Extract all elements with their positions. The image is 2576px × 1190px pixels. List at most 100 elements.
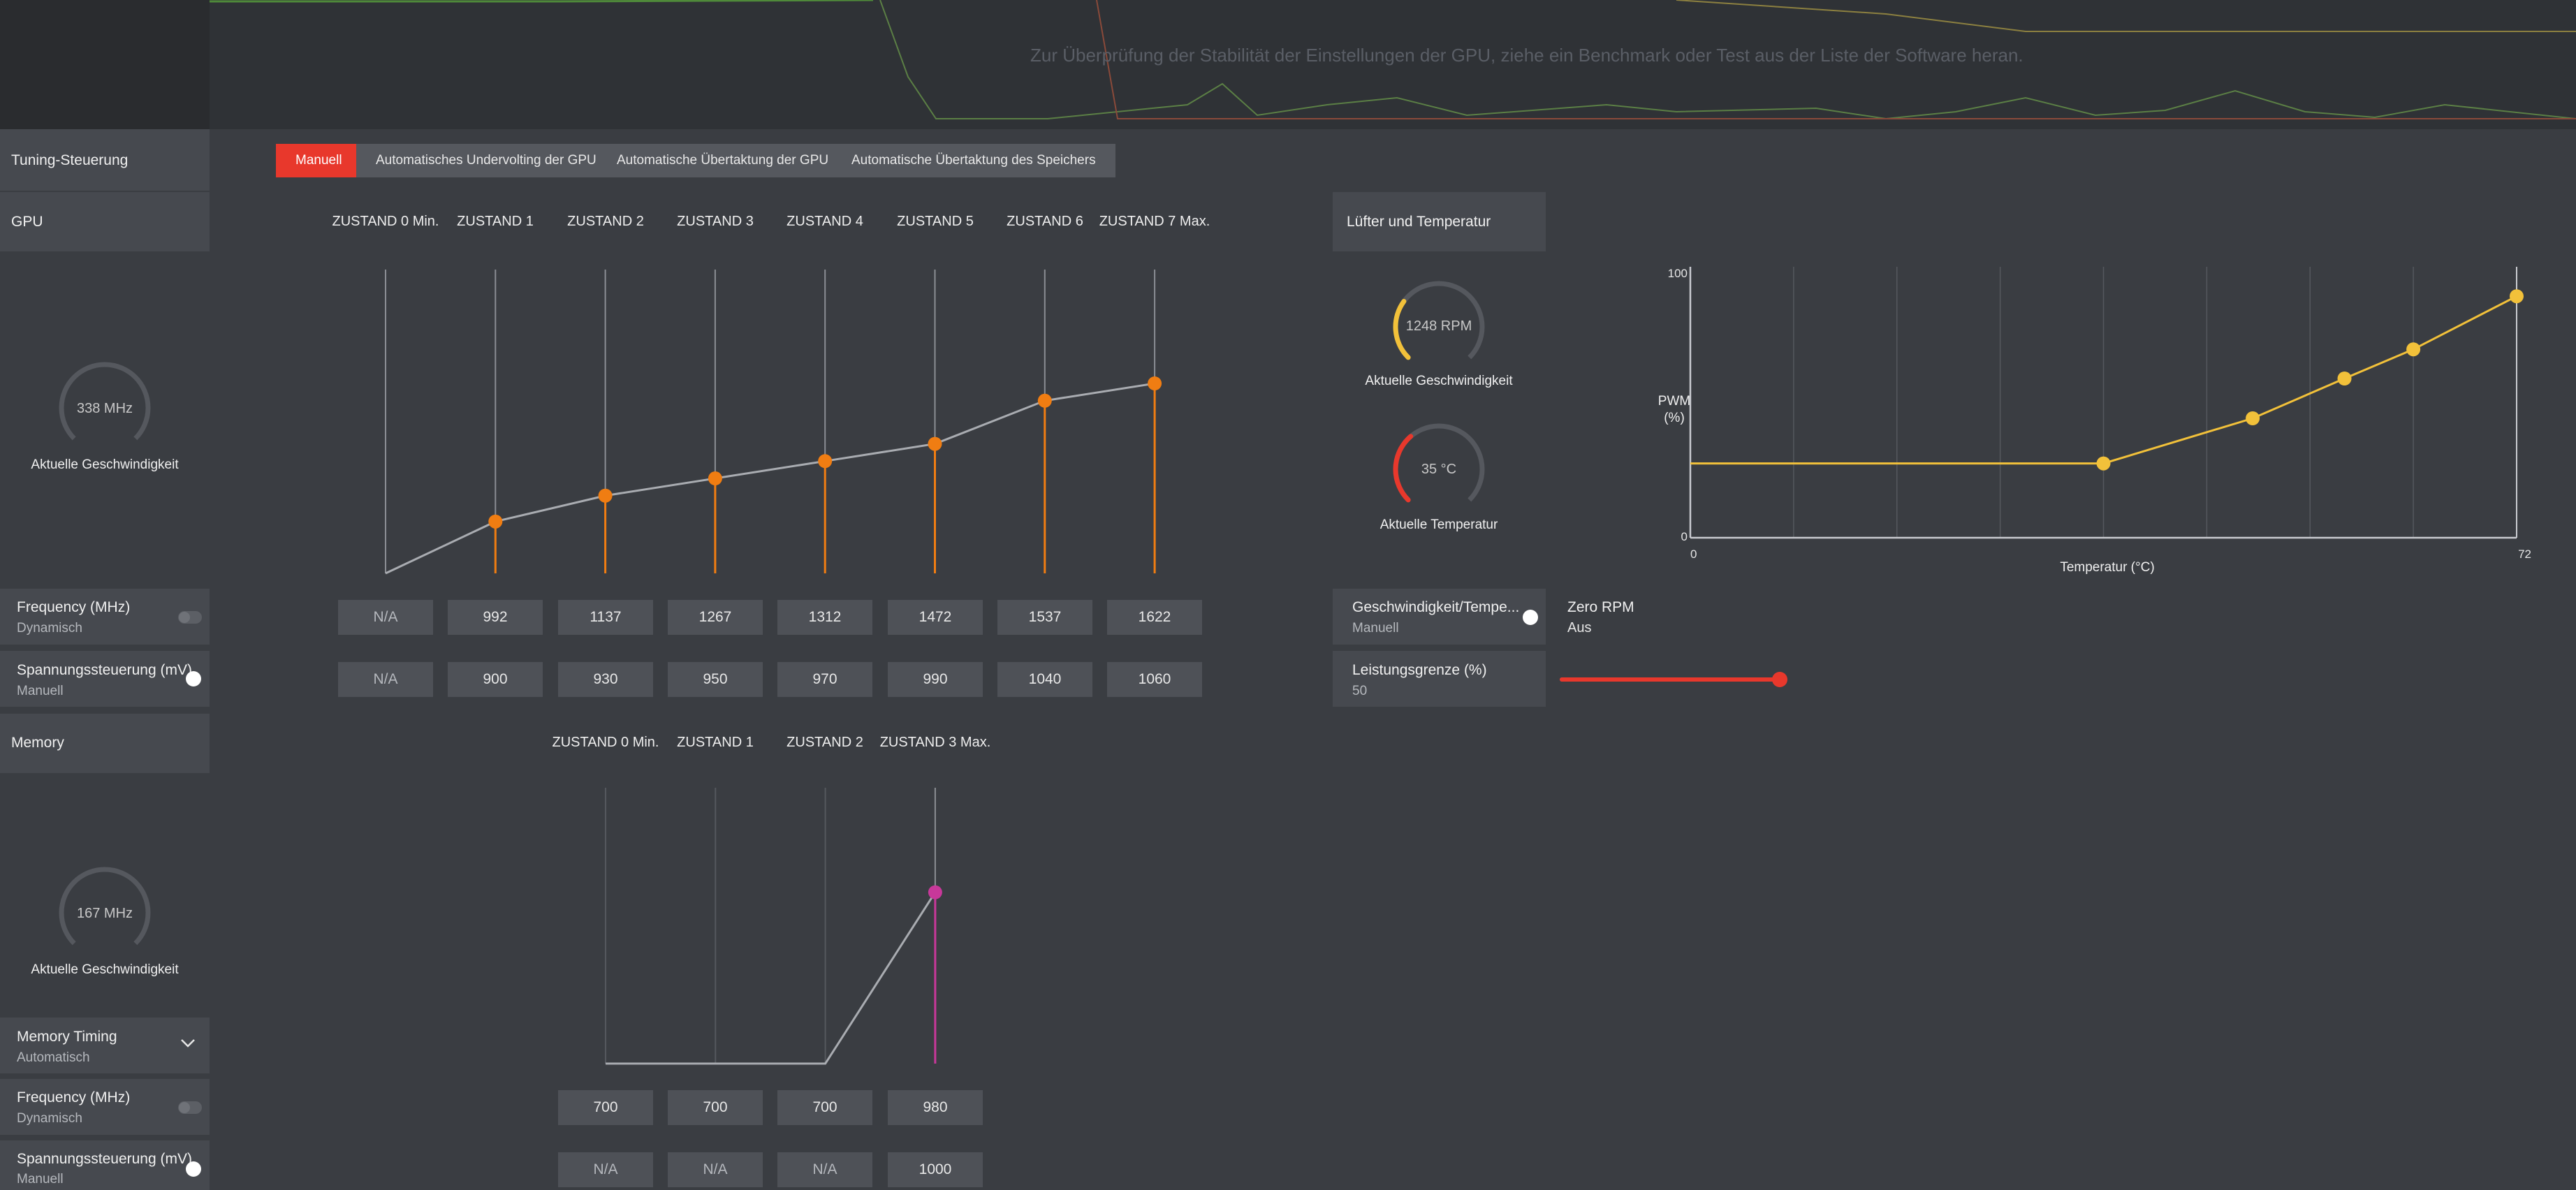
- fan-speed-gauge: [1393, 281, 1485, 373]
- fan-curve-line: [1690, 295, 2517, 465]
- memory-freq-state-0[interactable]: 700: [558, 1090, 653, 1125]
- gpu-state-0-header: ZUSTAND 0 Min.: [332, 214, 439, 229]
- memory-section-title: Memory: [11, 735, 64, 751]
- gpu-volt-state-2[interactable]: 930: [558, 662, 653, 697]
- gpu-freq-state-3[interactable]: 1267: [668, 600, 763, 635]
- tuning-label: Tuning-Steuerung: [11, 152, 129, 168]
- memory-speed-value: 167 MHz: [76, 906, 133, 921]
- memory-frequency-mode: Dynamisch: [17, 1111, 82, 1126]
- fan-chart-x-min: 0: [1690, 548, 1697, 561]
- memory-voltage-mode: Manuell: [17, 1172, 64, 1187]
- fan-curve-point-3: [2337, 372, 2352, 385]
- gpu-section-title: GPU: [11, 214, 43, 230]
- fan-chart-x-max: 72: [2518, 548, 2531, 561]
- fan-chart-y-min: 0: [1681, 530, 1688, 543]
- gpu-voltage-mode: Manuell: [17, 684, 64, 698]
- background-hint-text: Zur Überprüfung der Stabilität der Einst…: [1030, 45, 2024, 66]
- speed-temp-toggle[interactable]: [1523, 610, 1538, 625]
- temperature-gauge-fill: [1393, 423, 1485, 515]
- memory-voltage-toggle[interactable]: [186, 1161, 201, 1177]
- memory-volt-state-2[interactable]: N/A: [777, 1152, 872, 1187]
- fan-speed-caption: Aktuelle Geschwindigkeit: [1365, 374, 1513, 388]
- gpu-volt-state-3[interactable]: 950: [668, 662, 763, 697]
- gpu-state-3-header: ZUSTAND 3: [677, 214, 754, 229]
- memory-frequency-toggle[interactable]: [178, 1101, 202, 1114]
- temperature-caption: Aktuelle Temperatur: [1380, 517, 1498, 532]
- gpu-volt-state-1[interactable]: 900: [448, 662, 543, 697]
- power-limit-handle[interactable]: [1772, 672, 1787, 687]
- zero-rpm-value[interactable]: Aus: [1567, 620, 1592, 636]
- gpu-volt-state-5[interactable]: 990: [888, 662, 983, 697]
- gpu-freq-state-2[interactable]: 1137: [558, 600, 653, 635]
- zero-rpm-label: Zero RPM: [1567, 599, 1634, 615]
- memory-speed-gauge: [59, 867, 151, 959]
- tab-manual[interactable]: Manuell: [276, 144, 363, 177]
- memory-timing-band: [0, 1018, 210, 1073]
- gpu-state-1-header: ZUSTAND 1: [457, 214, 534, 229]
- memory-voltage-band: [0, 1140, 210, 1190]
- gpu-curve-point-1: [488, 514, 503, 529]
- gpu-volt-state-6[interactable]: 1040: [997, 662, 1092, 697]
- speed-temp-band: [1333, 589, 1546, 645]
- chevron-down-icon[interactable]: [180, 1038, 196, 1048]
- background-monitor-graph: [0, 0, 2576, 129]
- memory-volt-state-3[interactable]: 1000: [888, 1152, 983, 1187]
- fan-speed-value: 1248 RPM: [1405, 318, 1472, 334]
- memory-volt-state-1[interactable]: N/A: [668, 1152, 763, 1187]
- gpu-volt-state-0: N/A: [338, 662, 433, 697]
- memory-freq-state-3[interactable]: 980: [888, 1090, 983, 1125]
- gpu-volt-state-7[interactable]: 1060: [1107, 662, 1202, 697]
- gpu-frequency-mode: Dynamisch: [17, 621, 82, 636]
- gpu-state-4-header: ZUSTAND 4: [786, 214, 863, 229]
- gpu-state-2-header: ZUSTAND 2: [567, 214, 644, 229]
- memory-frequency-band: [0, 1079, 210, 1135]
- gpu-voltage-label: Spannungssteuerung (mV): [17, 662, 192, 678]
- tab-auto-undervolt[interactable]: Automatisches Undervolting der GPU: [356, 144, 617, 177]
- power-limit-label: Leistungsgrenze (%): [1352, 662, 1487, 678]
- gpu-volt-state-4[interactable]: 970: [777, 662, 872, 697]
- fan-curve-point-2: [2246, 411, 2260, 425]
- memory-voltage-label: Spannungssteuerung (mV): [17, 1151, 192, 1167]
- temperature-value: 35 °C: [1421, 462, 1457, 477]
- gpu-frequency-toggle[interactable]: [178, 611, 202, 624]
- gpu-freq-state-6[interactable]: 1537: [997, 600, 1092, 635]
- fan-label-band: [1333, 192, 1546, 251]
- gpu-curve-line: [385, 382, 1155, 575]
- gpu-voltage-toggle[interactable]: [186, 671, 201, 686]
- memory-state-3-header: ZUSTAND 3 Max.: [879, 735, 991, 750]
- memory-speed-caption: Aktuelle Geschwindigkeit: [31, 962, 179, 977]
- gpu-freq-state-7[interactable]: 1622: [1107, 600, 1202, 635]
- power-limit-slider[interactable]: [1558, 669, 1795, 690]
- memory-frequency-curve[interactable]: [550, 782, 990, 1075]
- memory-freq-state-2[interactable]: 700: [777, 1090, 872, 1125]
- gpu-freq-state-0: N/A: [338, 600, 433, 635]
- gpu-state-5-header: ZUSTAND 5: [897, 214, 974, 229]
- memory-label-band: [0, 714, 210, 773]
- memory-curve-point-3: [928, 885, 942, 899]
- memory-freq-state-1[interactable]: 700: [668, 1090, 763, 1125]
- power-limit-value: 50: [1352, 684, 1368, 698]
- gpu-speed-gauge: [59, 362, 151, 454]
- gpu-voltage-frequency-curve[interactable]: [330, 263, 1210, 584]
- tab-auto-overclock-memory[interactable]: Automatische Übertaktung des Speichers: [832, 144, 1116, 177]
- fan-section-title: Lüfter und Temperatur: [1347, 214, 1491, 230]
- gpu-state-7-header: ZUSTAND 7 Max.: [1099, 214, 1210, 229]
- memory-state-2-header: ZUSTAND 2: [786, 735, 863, 750]
- gpu-curve-point-4: [818, 454, 833, 469]
- memory-volt-state-0[interactable]: N/A: [558, 1152, 653, 1187]
- gpu-speed-caption: Aktuelle Geschwindigkeit: [31, 457, 179, 472]
- fan-chart-xlabel: Temperatur (°C): [2060, 560, 2155, 575]
- memory-curve-line: [606, 891, 937, 1065]
- memory-frequency-label: Frequency (MHz): [17, 1089, 131, 1105]
- gpu-curve-point-3: [708, 471, 722, 486]
- gpu-curve-point-2: [598, 488, 613, 503]
- temperature-gauge: [1393, 423, 1485, 515]
- gpu-freq-state-1[interactable]: 992: [448, 600, 543, 635]
- gpu-freq-state-4[interactable]: 1312: [777, 600, 872, 635]
- tab-auto-overclock-gpu[interactable]: Automatische Übertaktung der GPU: [597, 144, 849, 177]
- background-telemetry-lines: [210, 0, 2576, 120]
- fan-curve-chart[interactable]: [1689, 265, 2541, 545]
- fan-chart-y-max: 100: [1667, 267, 1688, 280]
- gpu-freq-state-5[interactable]: 1472: [888, 600, 983, 635]
- fan-speed-gauge-fill: [1393, 281, 1485, 373]
